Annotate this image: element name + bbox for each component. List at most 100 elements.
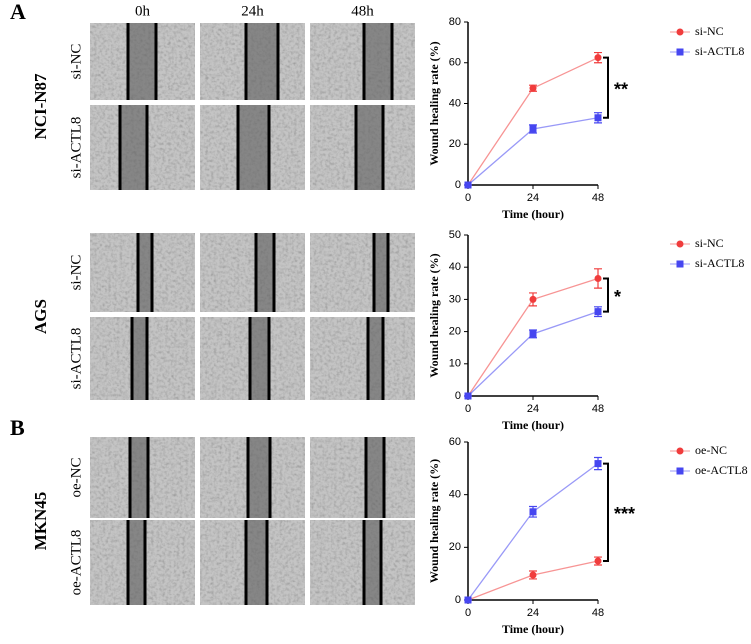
x-axis-label: Time (hour) (502, 418, 564, 432)
significance-bracket (603, 56, 609, 119)
x-tick-label: 48 (592, 403, 604, 415)
row-label: si-NC (68, 44, 84, 80)
data-point (529, 571, 537, 579)
micrograph-texture (310, 233, 415, 312)
legend-marker (676, 48, 684, 56)
wound-gap (238, 105, 269, 190)
column-label: 0h (135, 3, 151, 19)
column-label: 48h (351, 3, 374, 19)
micrograph-texture (310, 437, 415, 518)
legend-label: si-ACTL8 (695, 44, 744, 58)
wound-gap (364, 23, 392, 100)
x-axis-label: Time (hour) (502, 622, 564, 636)
y-tick-label: 0 (455, 390, 461, 402)
y-tick-label: 20 (449, 138, 461, 150)
significance-bracket (603, 277, 609, 313)
data-point (594, 460, 602, 468)
cell-line-label: AGS (31, 299, 50, 334)
row-label: si-ACTL8 (68, 117, 84, 179)
y-tick-label: 10 (449, 358, 461, 370)
legend-marker (676, 447, 684, 455)
panel-label: A (10, 0, 26, 24)
data-point (529, 508, 537, 516)
significance-bracket (603, 462, 609, 563)
y-axis-label: Wound healing rate (%) (427, 459, 441, 583)
y-tick-label: 40 (449, 489, 461, 501)
y-tick-label: 60 (449, 436, 461, 448)
legend-label: oe-NC (695, 443, 727, 457)
wound-gap (120, 105, 147, 190)
legend-marker (676, 240, 684, 248)
y-tick-label: 50 (449, 229, 461, 241)
y-tick-label: 60 (449, 57, 461, 69)
x-tick-label: 48 (592, 607, 604, 619)
x-tick-label: 24 (527, 192, 539, 204)
y-tick-label: 20 (449, 541, 461, 553)
data-point (529, 84, 537, 92)
wound-gap (246, 520, 267, 605)
wound-gap (138, 233, 152, 312)
data-point (594, 274, 602, 282)
legend-label: oe-ACTL8 (695, 463, 748, 477)
y-tick-label: 0 (455, 594, 461, 606)
row-label: si-ACTL8 (68, 328, 84, 390)
series-line (467, 311, 599, 397)
wound-gap (256, 233, 274, 312)
cell-line-label: NCI-N87 (31, 73, 50, 140)
wound-gap (368, 317, 383, 400)
data-point (529, 125, 537, 133)
data-point (529, 330, 537, 338)
row-label: oe-ACTL8 (68, 530, 84, 596)
significance-label: * (614, 287, 621, 307)
data-point (594, 308, 602, 316)
data-point (464, 392, 472, 400)
row-label: si-NC (68, 255, 84, 291)
x-tick-label: 0 (465, 607, 471, 619)
wound-gap (128, 520, 145, 605)
column-label: 24h (241, 3, 264, 19)
legend-label: si-NC (695, 236, 724, 250)
x-tick-label: 0 (465, 403, 471, 415)
row-label: oe-NC (68, 458, 84, 498)
x-tick-label: 0 (465, 192, 471, 204)
y-axis-label: Wound healing rate (%) (427, 253, 441, 377)
wound-gap (132, 317, 147, 400)
x-axis-label: Time (hour) (502, 207, 564, 221)
micrograph-texture (200, 233, 305, 312)
wound-gap (250, 317, 269, 400)
significance-label: *** (614, 504, 635, 524)
legend-label: si-ACTL8 (695, 256, 744, 270)
legend-label: si-NC (695, 24, 724, 38)
panel-label: B (10, 415, 25, 440)
cell-line-label: MKN45 (31, 492, 50, 551)
x-tick-label: 24 (527, 607, 539, 619)
legend-marker (676, 467, 684, 475)
significance-label: ** (614, 79, 628, 99)
y-tick-label: 20 (449, 326, 461, 338)
wound-gap (246, 23, 278, 100)
wound-gap (374, 233, 388, 312)
wound-gap (128, 23, 156, 100)
wound-gap (248, 437, 270, 518)
x-tick-label: 48 (592, 192, 604, 204)
y-tick-label: 80 (449, 16, 461, 28)
data-point (529, 295, 537, 303)
series-line (467, 560, 599, 601)
wound-gap (356, 105, 383, 190)
data-point (594, 54, 602, 62)
data-point (594, 557, 602, 565)
wound-gap (366, 437, 384, 518)
wound-gap (130, 437, 148, 518)
data-point (464, 181, 472, 189)
data-point (464, 596, 472, 604)
legend-marker (676, 260, 684, 268)
y-tick-label: 0 (455, 179, 461, 191)
series-line (467, 463, 599, 601)
data-point (594, 114, 602, 122)
y-tick-label: 40 (449, 97, 461, 109)
y-tick-label: 40 (449, 261, 461, 273)
y-axis-label: Wound healing rate (%) (427, 41, 441, 165)
y-tick-label: 30 (449, 293, 461, 305)
legend-marker (676, 28, 684, 36)
